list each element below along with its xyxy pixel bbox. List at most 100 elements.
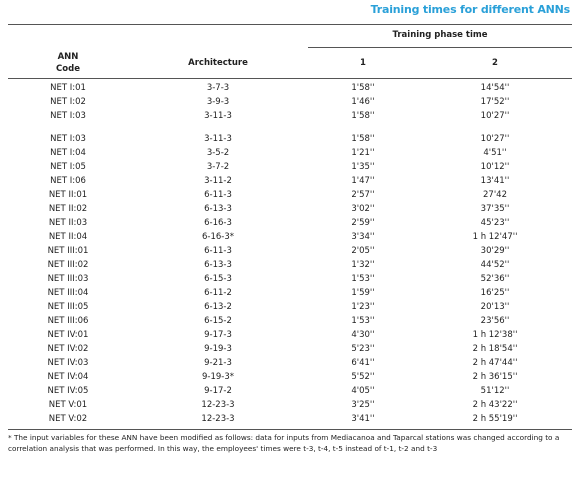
cell: 14'54'' <box>480 83 510 93</box>
cell: 30'29'' <box>480 246 510 256</box>
cell: 3-11-3 <box>204 111 232 121</box>
cell: 2 h 43'22'' <box>472 400 518 410</box>
table-body: NET I:01 3-7-3 1'58'' 14'54'' NET I:02 3-9-3 1… <box>8 79 572 427</box>
column-header: ANN Code <box>8 47 128 79</box>
cell: 37'35'' <box>480 204 510 214</box>
table-row: NET IV:04 9-19-3* 5'52'' 2 h 36'15'' <box>8 370 572 384</box>
cell: NET IV:05 <box>47 386 89 396</box>
cell: 3'41'' <box>351 414 375 424</box>
cell: 1'23'' <box>351 302 375 312</box>
table-row: NET I:02 3-9-3 1'46'' 17'52'' <box>8 95 572 109</box>
cell: 4'51'' <box>483 148 507 158</box>
cell: 3-7-3 <box>206 83 230 93</box>
cell: NET II:01 <box>48 190 88 200</box>
cell: 4'30'' <box>351 330 375 340</box>
cell: 3-11-2 <box>204 176 232 186</box>
cell: 2'59'' <box>351 218 375 228</box>
cell: 1'47'' <box>351 176 375 186</box>
cell: 1'53'' <box>351 274 375 284</box>
spacer <box>8 123 572 132</box>
cell: 12-23-3 <box>201 400 235 410</box>
cell: NET IV:02 <box>47 344 89 354</box>
cell: 2 h 18'54'' <box>472 344 518 354</box>
cell: 5'23'' <box>351 344 375 354</box>
table-row: NET III:01 6-11-3 2'05'' 30'29'' <box>8 244 572 258</box>
cell: 9-19-3* <box>201 372 235 382</box>
table-row: NET IV:05 9-17-2 4'05'' 51'12'' <box>8 384 572 398</box>
table-row: NET III:03 6-15-3 1'53'' 52'36'' <box>8 272 572 286</box>
cell: 6-13-2 <box>204 302 232 312</box>
cell: 9-17-3 <box>204 330 232 340</box>
table-row: NET II:04 6-16-3* 3'34'' 1 h 12'47'' <box>8 230 572 244</box>
cell: 1'46'' <box>351 97 375 107</box>
column-header: 1 <box>308 47 418 79</box>
cell: 1'21'' <box>351 148 375 158</box>
cell: 13'41'' <box>480 176 510 186</box>
cell: NET V:01 <box>48 400 88 410</box>
cell: 6-11-3 <box>204 246 232 256</box>
cell: 1'59'' <box>351 288 375 298</box>
cell: 2 h 55'19'' <box>472 414 518 424</box>
cell: 1'58'' <box>351 111 375 121</box>
cell: NET I:04 <box>50 148 86 158</box>
column-header: Architecture <box>128 47 308 79</box>
cell: 2 h 47'44'' <box>472 358 518 368</box>
table-row: NET I:05 3-7-2 1'35'' 10'12'' <box>8 160 572 174</box>
blank <box>8 30 128 48</box>
cell: NET I:02 <box>50 97 86 107</box>
cell: 5'52'' <box>351 372 375 382</box>
table-row: NET III:06 6-15-2 1'53'' 23'56'' <box>8 314 572 328</box>
table-row: NET IV:02 9-19-3 5'23'' 2 h 18'54'' <box>8 342 572 356</box>
cell: NET II:02 <box>48 204 88 214</box>
table-row: NET I:04 3-5-2 1'21'' 4'51'' <box>8 146 572 160</box>
cell: 23'56'' <box>480 316 510 326</box>
cell: 6-16-3 <box>204 218 232 228</box>
cell: 4'05'' <box>351 386 375 396</box>
table-row: NET IV:03 9-21-3 6'41'' 2 h 47'44'' <box>8 356 572 370</box>
cell: 20'13'' <box>480 302 510 312</box>
cell: NET IV:04 <box>47 372 89 382</box>
cell: 1'32'' <box>351 260 375 270</box>
cell: 6-11-3 <box>204 190 232 200</box>
cell: 10'27'' <box>480 134 510 144</box>
cell: 2'05'' <box>351 246 375 256</box>
cell: NET III:05 <box>47 302 89 312</box>
table-row: NET I:03 3-11-3 1'58'' 10'27'' <box>8 109 572 123</box>
cell: 1'35'' <box>351 162 375 172</box>
cell: NET III:04 <box>47 288 89 298</box>
cell: 12-23-3 <box>201 414 235 424</box>
cell: NET I:05 <box>50 162 86 172</box>
column-header: 2 <box>418 47 572 79</box>
table-row: NET I:06 3-11-2 1'47'' 13'41'' <box>8 174 572 188</box>
spacer-row <box>8 123 572 132</box>
table-row: NET II:01 6-11-3 2'57'' 27'42 <box>8 188 572 202</box>
cell: 10'27'' <box>480 111 510 121</box>
cell: 3-9-3 <box>206 97 230 107</box>
cell: NET II:04 <box>48 232 88 242</box>
cell: NET III:03 <box>47 274 89 284</box>
cell: 2 h 36'15'' <box>472 372 518 382</box>
table-row: NET II:03 6-16-3 2'59'' 45'23'' <box>8 216 572 230</box>
cell: NET I:03 <box>50 134 86 144</box>
cell: 3-11-3 <box>204 134 232 144</box>
cell: NET IV:03 <box>47 358 89 368</box>
blank <box>128 30 308 48</box>
cell: 6-13-3 <box>204 260 232 270</box>
group-header: Training phase time <box>308 30 572 48</box>
table-row: NET I:01 3-7-3 1'58'' 14'54'' <box>8 79 572 96</box>
cell: NET III:01 <box>47 246 89 256</box>
cell: 9-19-3 <box>204 344 232 354</box>
cell: 17'52'' <box>480 97 510 107</box>
cell: 6'41'' <box>351 358 375 368</box>
cell: NET V:02 <box>48 414 88 424</box>
cell: 6-16-3* <box>201 232 235 242</box>
cell: 2'57'' <box>351 190 375 200</box>
table-row: NET V:02 12-23-3 3'41'' 2 h 55'19'' <box>8 412 572 426</box>
cell: 1'58'' <box>351 83 375 93</box>
cell: 16'25'' <box>480 288 510 298</box>
rule <box>8 24 572 25</box>
table-row: NET V:01 12-23-3 3'25'' 2 h 43'22'' <box>8 398 572 412</box>
cell: 6-15-2 <box>204 316 232 326</box>
cell: 9-17-2 <box>204 386 232 396</box>
